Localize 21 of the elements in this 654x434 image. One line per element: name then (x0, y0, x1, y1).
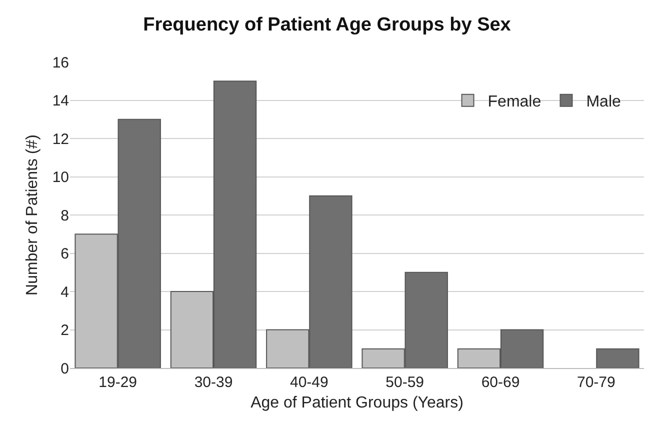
y-tick-label: 16 (52, 54, 69, 72)
x-tick-label: 30-39 (194, 374, 233, 391)
y-axis-title: Number of Patients (#) (24, 134, 42, 296)
y-tick-label: 8 (60, 207, 69, 224)
y-tick-label: 2 (60, 322, 69, 339)
x-tick-label: 50-59 (386, 374, 424, 391)
legend-label: Female (488, 94, 542, 111)
y-tick-label: 10 (52, 169, 69, 186)
y-tick-label: 4 (60, 284, 69, 301)
y-tick-label: 14 (52, 92, 69, 110)
x-tick-label: 40-49 (290, 374, 328, 391)
x-axis-title: Age of Patient Groups (Years) (250, 394, 464, 412)
y-tick-label: 0 (60, 360, 69, 378)
legend-label: Male (586, 94, 622, 111)
bar (596, 348, 640, 368)
chart-title: Frequency of Patient Age Groups by Sex (143, 14, 512, 36)
y-tick-label: 12 (52, 130, 69, 148)
x-tick-label: 60-69 (481, 374, 520, 391)
x-tick-label: 19-29 (98, 374, 138, 391)
x-tick-label: 70-79 (576, 374, 616, 391)
y-tick-label: 6 (60, 246, 69, 262)
